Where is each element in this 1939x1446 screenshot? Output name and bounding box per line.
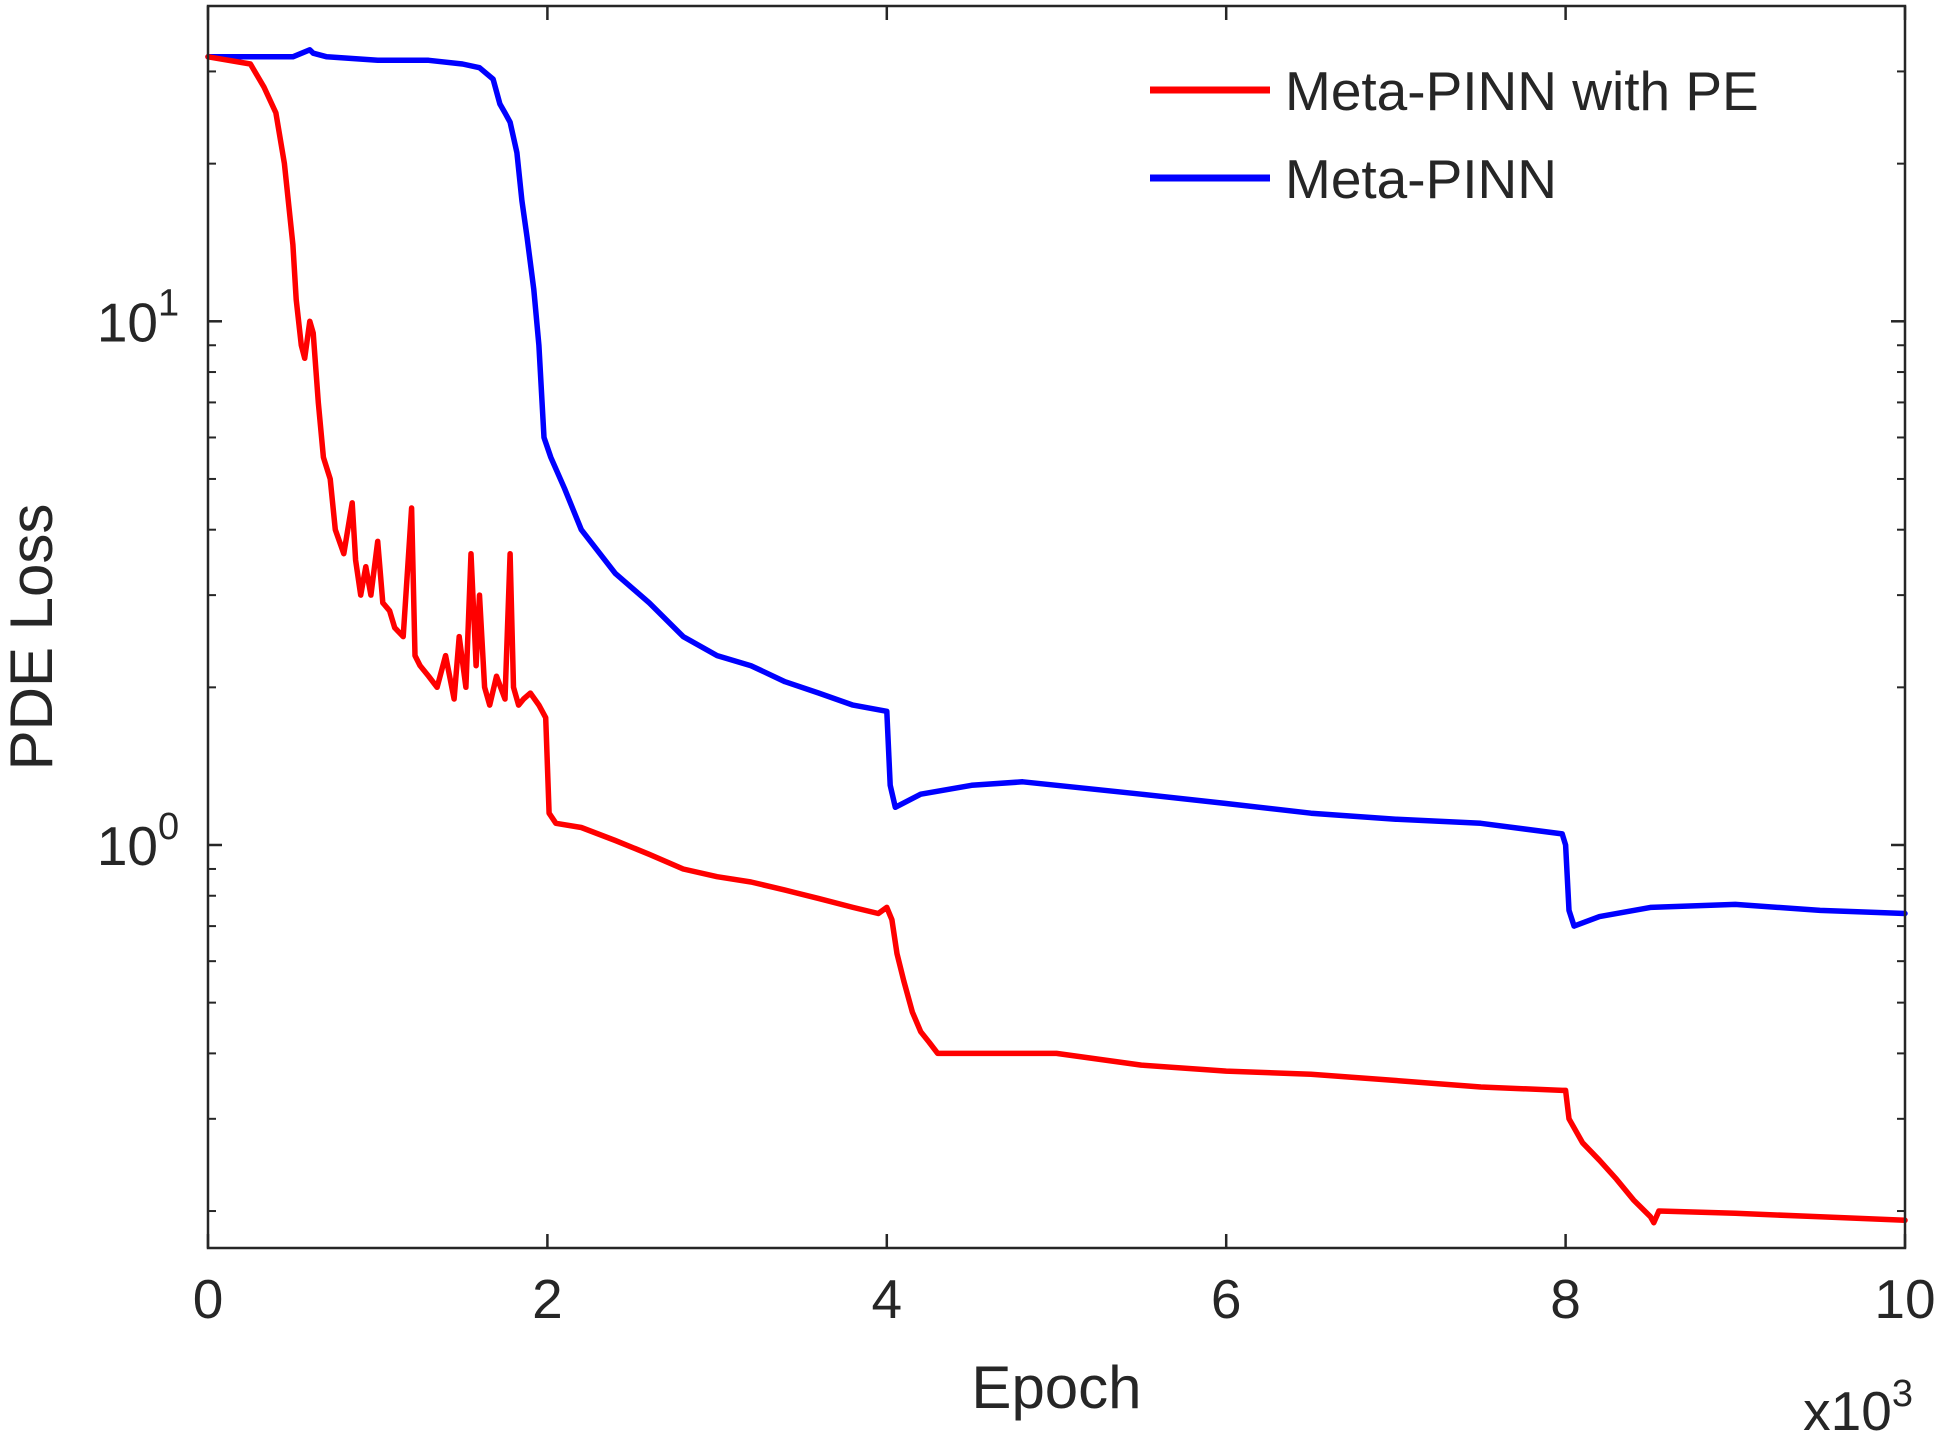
y-axis-label: PDE Loss [0,504,65,771]
x-tick-label: 6 [1211,1268,1242,1330]
x-axis-multiplier: x103 [1803,1373,1913,1442]
x-tick-label: 2 [532,1268,563,1330]
x-tick-label: 10 [1874,1268,1935,1330]
x-tick-label: 4 [872,1268,903,1330]
legend-label-1: Meta-PINN [1285,148,1557,210]
y-tick-base: 10 [97,291,158,353]
y-tick-label: 101 [97,282,179,353]
series-line-0 [205,54,1908,1226]
y-tick-base: 10 [97,815,158,877]
x-tick-label: 8 [1550,1268,1581,1330]
x-tick-label: 0 [193,1268,224,1330]
legend: Meta-PINN with PE Meta-PINN [1150,60,1759,210]
legend-label-0: Meta-PINN with PE [1285,60,1759,122]
y-tick-exponent: 0 [158,806,179,848]
y-tick-exponent: 1 [158,282,179,324]
plot-lines [205,47,1908,1226]
x-multiplier-base: x10 [1803,1380,1892,1442]
x-multiplier-exponent: 3 [1892,1373,1913,1415]
y-tick-label: 100 [97,806,179,877]
series-line-1 [205,47,1908,929]
axes-box [206,4,1907,1250]
x-axis-label: Epoch [971,1354,1141,1421]
